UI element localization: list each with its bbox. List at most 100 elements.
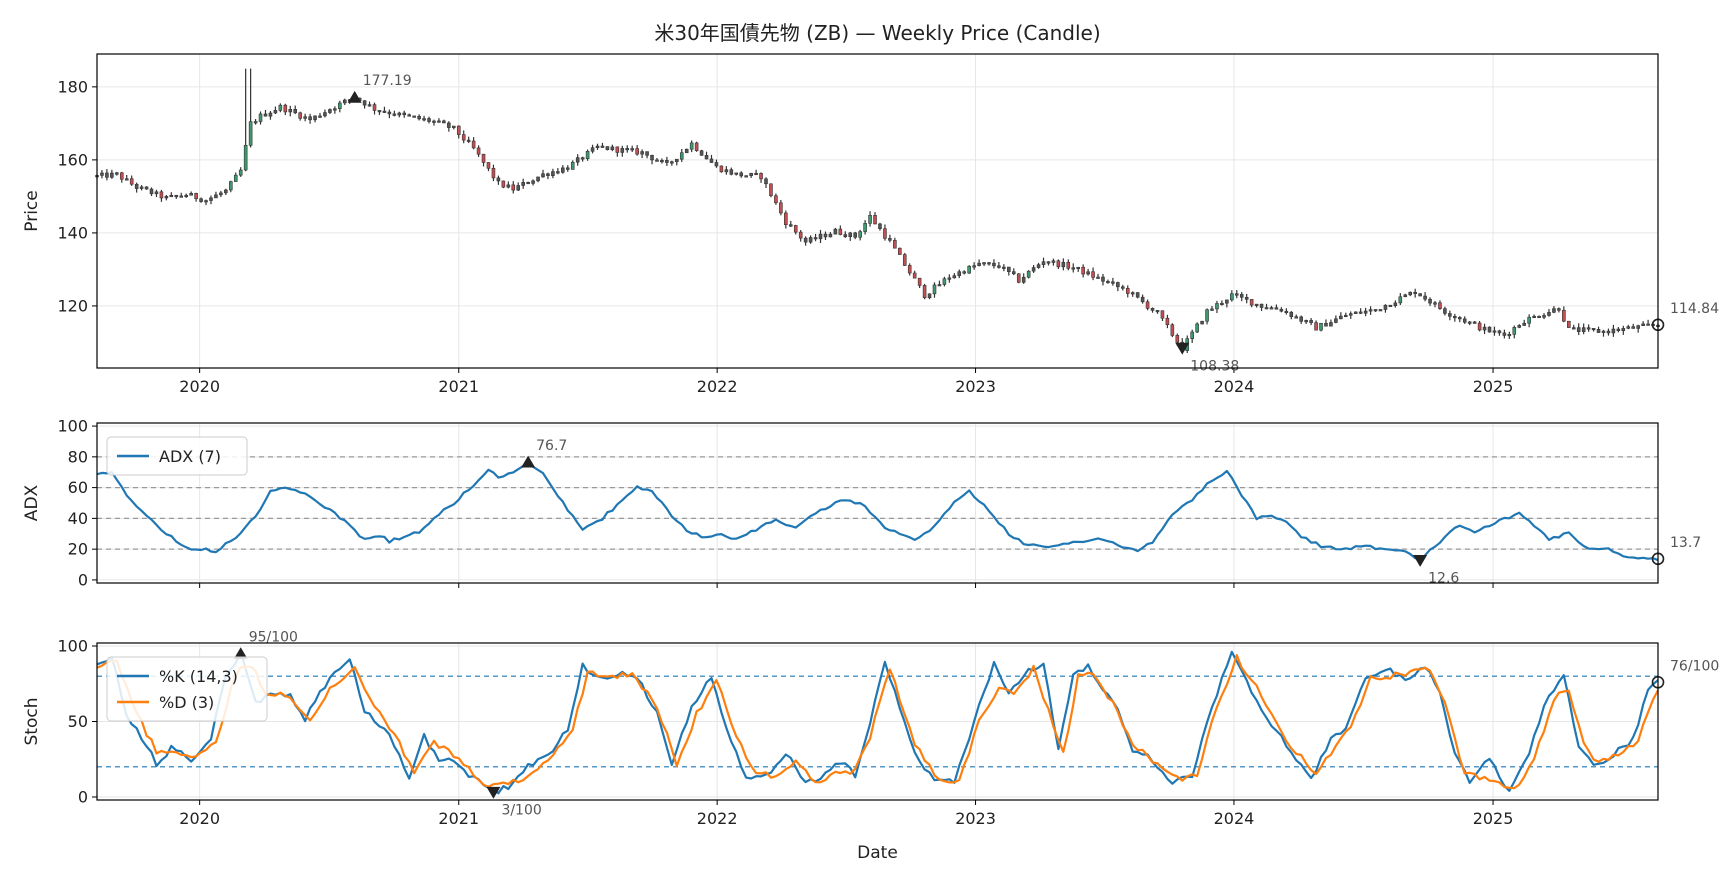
candle-body: [476, 147, 481, 155]
candle-body: [1636, 325, 1640, 329]
panel-0-annotation-marker: [1175, 342, 1190, 355]
panel-2-annotation-label: 95/100: [249, 630, 298, 646]
chart-layer: 米30年国債先物 (ZB) — Weekly Price (Candle) 120…: [22, 21, 1719, 863]
candle-body: [719, 165, 724, 173]
candle-body: [754, 172, 758, 176]
candle-body: [139, 186, 144, 189]
candle-body: [580, 157, 585, 160]
candle-body: [1324, 322, 1328, 327]
candle-body: [263, 113, 268, 117]
panel-0-xtick-label: 2022: [697, 377, 738, 396]
candle-body: [655, 159, 659, 162]
candle-body: [843, 234, 848, 237]
panel-1-annotation-label: 76.7: [536, 438, 567, 454]
candle-body: [1205, 309, 1209, 322]
candle-body: [134, 183, 139, 189]
candle-body: [456, 125, 461, 135]
candle-body: [238, 169, 243, 176]
candle-body: [1611, 328, 1616, 334]
candle-body: [982, 262, 986, 265]
candle-body: [640, 151, 644, 155]
x-axis-label: Date: [857, 843, 898, 863]
candle-body: [243, 145, 248, 171]
candle-body: [1413, 291, 1417, 295]
candle-body: [749, 172, 753, 176]
candle-body: [377, 110, 382, 113]
candle-body: [670, 161, 674, 164]
candle-body: [427, 118, 431, 122]
candle-body: [1512, 327, 1517, 335]
candle-body: [853, 232, 857, 238]
candle-body: [1200, 320, 1204, 325]
candle-body: [1453, 316, 1457, 319]
candle-body: [1051, 260, 1056, 263]
candle-body: [511, 184, 516, 191]
candle-body: [893, 239, 897, 249]
candle-body: [729, 169, 734, 175]
candle-body: [912, 272, 917, 279]
panel-2-xtick-label: 2025: [1473, 809, 1514, 828]
candle-body: [432, 120, 436, 123]
panel-1-annotation-marker: [521, 455, 536, 468]
candle-body: [689, 142, 694, 150]
candle-body: [1586, 327, 1591, 330]
candle-body: [1210, 308, 1214, 311]
candle-body: [1507, 333, 1512, 337]
candle-body: [506, 184, 511, 188]
candle-body: [561, 167, 565, 173]
candle-body: [1373, 309, 1378, 312]
candle-body: [224, 189, 228, 194]
candle-body: [565, 167, 570, 170]
candle-body: [417, 116, 421, 120]
panel-2-legend: [106, 656, 268, 722]
candle-body: [1116, 282, 1120, 288]
candle-body: [362, 100, 367, 106]
candle-body: [1002, 266, 1006, 269]
candle-body: [650, 155, 654, 161]
candle-body: [367, 104, 372, 107]
candle-body: [927, 293, 932, 299]
panel-0-xtick-label: 2023: [955, 377, 996, 396]
candle-body: [129, 178, 134, 185]
candle-body: [1433, 302, 1437, 305]
candle-body: [283, 104, 288, 113]
candle-body: [724, 169, 729, 173]
candle-body: [947, 277, 952, 280]
panel-2-ytick-label: 50: [68, 712, 88, 731]
candle-body: [1125, 288, 1130, 294]
candle-body: [1150, 308, 1155, 311]
panel-2-ytick-label: 0: [78, 787, 88, 806]
candle-body: [932, 284, 937, 295]
candle-body: [1398, 296, 1403, 304]
candle-body: [546, 173, 550, 177]
candle-body: [630, 148, 634, 151]
candle-body: [1596, 328, 1601, 333]
candle-body: [501, 180, 506, 188]
candle-body: [570, 161, 575, 170]
panel-0-ytick-label: 140: [57, 223, 88, 242]
candle-body: [1567, 320, 1571, 328]
candle-body: [784, 212, 788, 225]
candle-body: [115, 172, 119, 175]
candle-body: [1532, 315, 1536, 319]
panel-2-annotation-label: 76/100: [1670, 658, 1719, 674]
candle-body: [873, 215, 877, 225]
candle-body: [1121, 286, 1125, 289]
candle-body: [1244, 296, 1249, 300]
candle-body: [273, 110, 278, 114]
panel-2-xtick-label: 2023: [955, 809, 996, 828]
candle-body: [590, 147, 595, 152]
candle-body: [883, 228, 887, 239]
candle-body: [1294, 316, 1299, 319]
candle-body: [1056, 260, 1061, 268]
candle-body: [481, 153, 486, 163]
candle-body: [1081, 266, 1085, 275]
candle-body: [1289, 311, 1294, 317]
candle-body: [1418, 293, 1422, 297]
candle-body: [868, 215, 872, 224]
candle-body: [214, 194, 218, 199]
panel-1-ytick-label: 60: [68, 478, 88, 497]
candle-body: [382, 110, 387, 113]
panel-0-xtick-label: 2020: [179, 377, 220, 396]
